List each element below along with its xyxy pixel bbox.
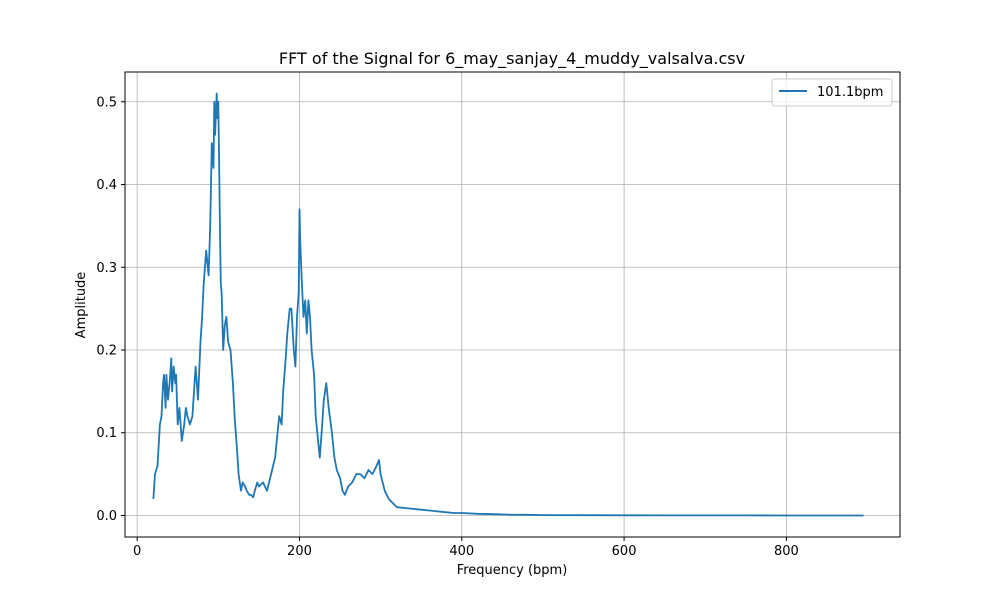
plot-frame — [124, 71, 901, 538]
x-tick-label: 600 — [612, 544, 637, 559]
chart-title: FFT of the Signal for 6_may_sanjay_4_mud… — [279, 49, 745, 69]
y-tick-label: 0.5 — [96, 95, 117, 110]
series-line — [152, 92, 864, 517]
y-axis-ticks: 0.0 0.1 0.2 0.3 0.4 0.5 — [96, 95, 125, 524]
y-tick-label: 0.4 — [96, 178, 117, 193]
y-tick-label: 0.3 — [96, 261, 117, 276]
legend-box — [771, 78, 893, 107]
plot-area — [125, 72, 900, 537]
x-axis-ticks: 0 200 400 600 800 — [133, 537, 799, 559]
x-tick-label: 800 — [774, 544, 799, 559]
y-axis-label: Amplitude — [74, 272, 89, 339]
grid-lines — [125, 72, 900, 537]
series-layer — [152, 92, 864, 517]
x-axis-label: Frequency (bpm) — [457, 563, 568, 578]
y-tick-label: 0.2 — [96, 344, 117, 359]
legend: 101.1bpm — [771, 78, 893, 107]
x-tick-label: 0 — [133, 544, 141, 559]
y-tick-label: 0.1 — [96, 426, 117, 441]
x-tick-label: 200 — [287, 544, 312, 559]
x-tick-label: 400 — [449, 544, 474, 559]
legend-label: 101.1bpm — [817, 85, 883, 100]
y-tick-label: 0.0 — [96, 509, 117, 524]
